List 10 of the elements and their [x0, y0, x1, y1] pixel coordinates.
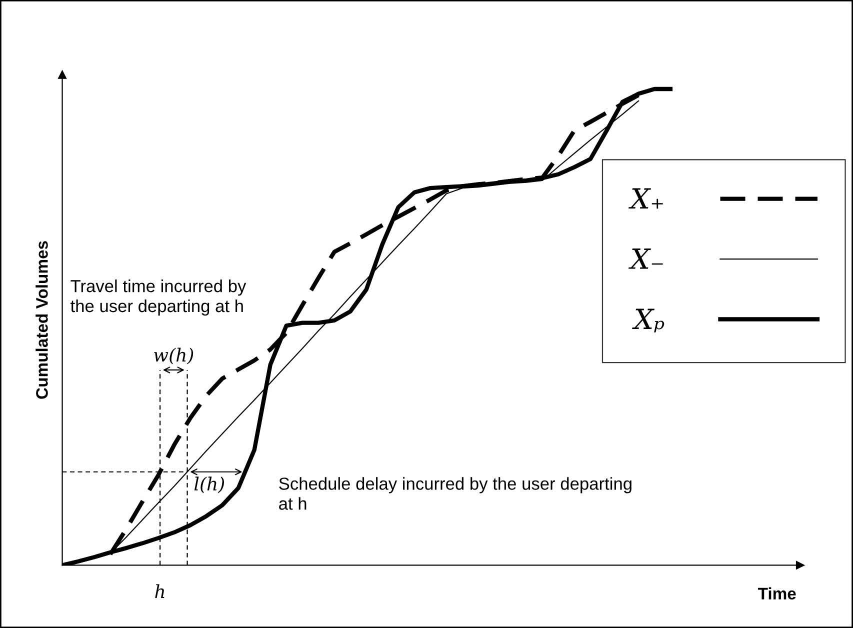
text: h	[155, 584, 164, 598]
text: Time	[758, 587, 796, 600]
legend-label: X₋	[628, 248, 663, 269]
y-axis-title: Cumulated Volumes	[36, 241, 48, 399]
annotation: w(h)	[154, 348, 194, 364]
annotation: Travel time incurred by the user departing at h	[70, 279, 246, 316]
annotation: l(h)	[194, 476, 224, 494]
legend-label: X₊	[628, 188, 663, 209]
legend-label: Xₚ	[632, 308, 664, 332]
annotation: Schedule delay incurred by the user departing at h	[279, 477, 632, 510]
